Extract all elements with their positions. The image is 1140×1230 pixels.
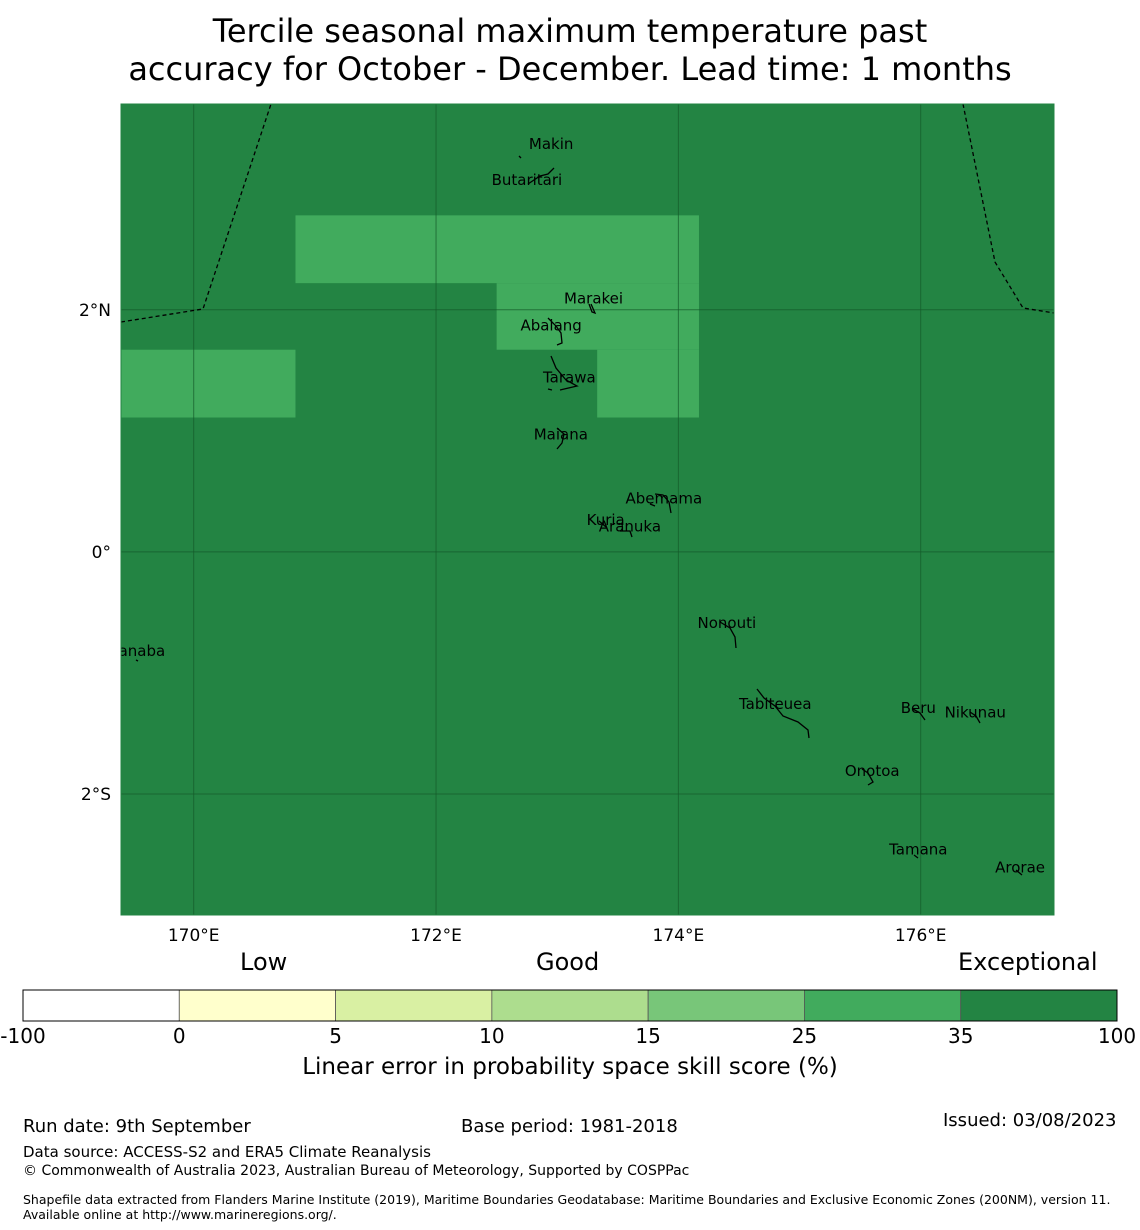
- skill-patch: [597, 349, 699, 418]
- island-label: Nonouti: [698, 614, 757, 632]
- island-outline: [135, 659, 139, 662]
- island-outline: [719, 621, 737, 649]
- island-label: Kuria: [587, 511, 625, 529]
- island-label: Tarawa: [542, 368, 596, 386]
- island-outline: [649, 493, 672, 514]
- map-frame: [120, 103, 1055, 916]
- island-outline: [756, 688, 810, 739]
- island-label: Onotoa: [845, 762, 900, 780]
- colorbar-tick-label: -100: [0, 1024, 46, 1048]
- lon-tick-label: 172°E: [410, 926, 462, 946]
- chart-title-line-2: accuracy for October - December. Lead ti…: [128, 50, 1012, 88]
- island-outline: [547, 317, 563, 346]
- island-label: Nikunau: [945, 704, 1006, 722]
- island-label: Tabiteuea: [738, 695, 812, 713]
- colorbar-tick-label: 10: [479, 1024, 505, 1048]
- base-period: Base period: 1981-2018: [461, 1116, 678, 1137]
- shapefile-credit: Shapefile data extracted from Flanders M…: [23, 1192, 1111, 1222]
- colorbar-tick-label: 15: [635, 1024, 661, 1048]
- island-label: Marakei: [564, 290, 623, 308]
- skill-patch: [121, 349, 296, 418]
- skill-patch: [496, 283, 699, 350]
- island-label: Tamana: [888, 840, 947, 858]
- colorbar-tick-label: 25: [791, 1024, 818, 1048]
- island-label: Arorae: [995, 859, 1045, 877]
- island-label: Banaba: [108, 642, 165, 660]
- island-outline: [1015, 869, 1023, 876]
- colorbar-segment: [647, 989, 805, 1022]
- colorbar-segment: [491, 989, 649, 1022]
- lon-tick-label: 174°E: [653, 926, 705, 946]
- run-date: Run date: 9th September: [23, 1116, 251, 1137]
- island-outline: [913, 854, 919, 859]
- skill-patch: [295, 215, 699, 284]
- island-label: Makin: [529, 135, 574, 153]
- skill-map: Makin Butaritari Marakei Abaiang Tarawa Maian…: [22, 103, 1118, 1022]
- colorbar-segment: [22, 989, 180, 1022]
- island-outline: [527, 167, 555, 185]
- colorbar-tick-label: 5: [329, 1024, 342, 1048]
- colorbar-segment: [960, 989, 1118, 1022]
- colorbar-segment: [178, 989, 336, 1022]
- island-outline: [547, 355, 579, 391]
- island-outline: [861, 768, 874, 786]
- lat-tick-label: 0°: [92, 543, 111, 563]
- lat-tick-label: 2°S: [81, 785, 111, 805]
- category-label-good: Good: [536, 948, 600, 976]
- island-outline: [912, 708, 926, 721]
- colorbar-label: Linear error in probability space skill …: [302, 1054, 838, 1080]
- lon-tick-label: 170°E: [168, 926, 220, 946]
- lon-tick-label: 176°E: [895, 926, 947, 946]
- island-label: Maiana: [534, 425, 588, 443]
- colorbar-tick-label: 0: [172, 1024, 186, 1048]
- island-outline: [598, 520, 633, 538]
- island-outline: [588, 303, 597, 315]
- map-plot-area: Makin Butaritari Marakei Abaiang Tarawa Maian…: [108, 104, 1054, 915]
- issued-date: Issued: 03/08/2023: [943, 1110, 1117, 1131]
- island-outline: [969, 711, 981, 724]
- chart-title-line-1: Tercile seasonal maximum temperature pas…: [212, 12, 928, 50]
- eez-boundary-west: [121, 104, 272, 323]
- island-label: Abemama: [626, 489, 703, 507]
- island-outline: [556, 427, 565, 450]
- island-outline: [518, 155, 522, 159]
- copyright: © Commonwealth of Australia 2023, Austra…: [23, 1163, 690, 1179]
- category-label-exceptional: Exceptional: [958, 948, 1098, 976]
- island-label: Aranuka: [599, 517, 661, 535]
- island-label: Butaritari: [492, 171, 563, 189]
- category-label-low: Low: [240, 948, 288, 976]
- colorbar-tick-label: 100: [1097, 1024, 1137, 1048]
- data-source: Data source: ACCESS-S2 and ERA5 Climate …: [23, 1143, 431, 1161]
- lat-tick-label: 2°N: [79, 301, 111, 321]
- eez-boundary-east: [962, 104, 1054, 314]
- colorbar-segment: [804, 989, 962, 1022]
- colorbar-frame: [22, 989, 1118, 1022]
- colorbar-tick-label: 35: [947, 1024, 974, 1048]
- colorbar-segment: [335, 989, 493, 1022]
- island-label: Abaiang: [520, 316, 581, 334]
- island-label: Beru: [901, 699, 936, 717]
